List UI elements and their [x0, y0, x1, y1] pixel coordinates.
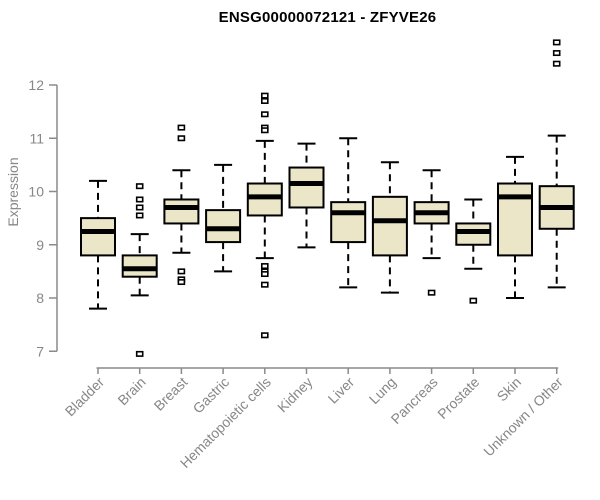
- outlier-point: [427, 289, 436, 296]
- outlier-point: [135, 350, 144, 357]
- outlier-point: [260, 127, 269, 134]
- outlier-point: [552, 60, 561, 67]
- box-rect: [80, 217, 116, 257]
- x-tick-label-unknown-other: Unknown / Other: [480, 374, 566, 460]
- boxplot-lung: [371, 161, 408, 294]
- boxplot-prostate: [455, 198, 492, 304]
- box-rect: [455, 222, 492, 246]
- outlier-point: [260, 271, 269, 278]
- outlier-point: [260, 111, 269, 118]
- boxplot-unknown-other: [538, 39, 575, 289]
- outlier-point: [177, 135, 186, 142]
- boxplot-bladder: [80, 179, 116, 310]
- outlier-point: [177, 268, 186, 275]
- outlier-point: [135, 204, 144, 211]
- box-rect: [371, 195, 408, 257]
- boxplot-hematopoietic-cells: [246, 92, 283, 339]
- y-tick-label: 9: [36, 237, 44, 253]
- outlier-point: [135, 183, 144, 190]
- boxplot-breast: [163, 124, 200, 286]
- chart-title: ENSG00000072121 - ZFYVE26: [218, 9, 437, 26]
- outlier-point: [260, 92, 269, 99]
- outlier-point: [260, 97, 269, 104]
- boxplot-skin: [497, 155, 533, 299]
- x-tick-label-liver: Liver: [325, 374, 358, 407]
- outlier-point: [260, 281, 269, 288]
- outlier-point: [135, 212, 144, 219]
- y-tick-label: 8: [36, 290, 44, 306]
- y-tick-label: 12: [28, 77, 44, 93]
- outlier-point: [177, 279, 186, 286]
- box-rect: [497, 182, 533, 257]
- y-tick-label: 10: [28, 184, 44, 200]
- box-rect: [288, 166, 325, 209]
- x-tick-label-breast: Breast: [151, 374, 191, 414]
- box-rect: [246, 182, 283, 217]
- outlier-point: [469, 297, 478, 304]
- boxplot-liver: [330, 137, 367, 289]
- outlier-point: [552, 39, 561, 46]
- y-tick-label: 7: [36, 343, 44, 359]
- y-tick-label: 11: [29, 130, 44, 146]
- box-rect: [330, 201, 367, 244]
- outlier-point: [260, 332, 269, 339]
- x-tick-label-kidney: Kidney: [274, 374, 316, 416]
- boxplot-kidney: [288, 142, 325, 249]
- x-tick-label-prostate: Prostate: [434, 374, 482, 422]
- x-tick-label-skin: Skin: [494, 374, 525, 405]
- outlier-point: [552, 50, 561, 57]
- boxplot-gastric: [205, 163, 242, 273]
- box-rect: [163, 198, 200, 225]
- outlier-point: [177, 124, 186, 131]
- x-tick-label-lung: Lung: [366, 374, 399, 407]
- box-rect: [121, 254, 158, 278]
- x-tick-label-brain: Brain: [114, 374, 148, 408]
- box-rect: [205, 209, 242, 244]
- boxplot-pancreas: [413, 169, 450, 296]
- outlier-point: [260, 263, 269, 270]
- x-tick-label-bladder: Bladder: [62, 374, 108, 420]
- outlier-point: [135, 196, 144, 203]
- boxplot-brain: [121, 183, 158, 357]
